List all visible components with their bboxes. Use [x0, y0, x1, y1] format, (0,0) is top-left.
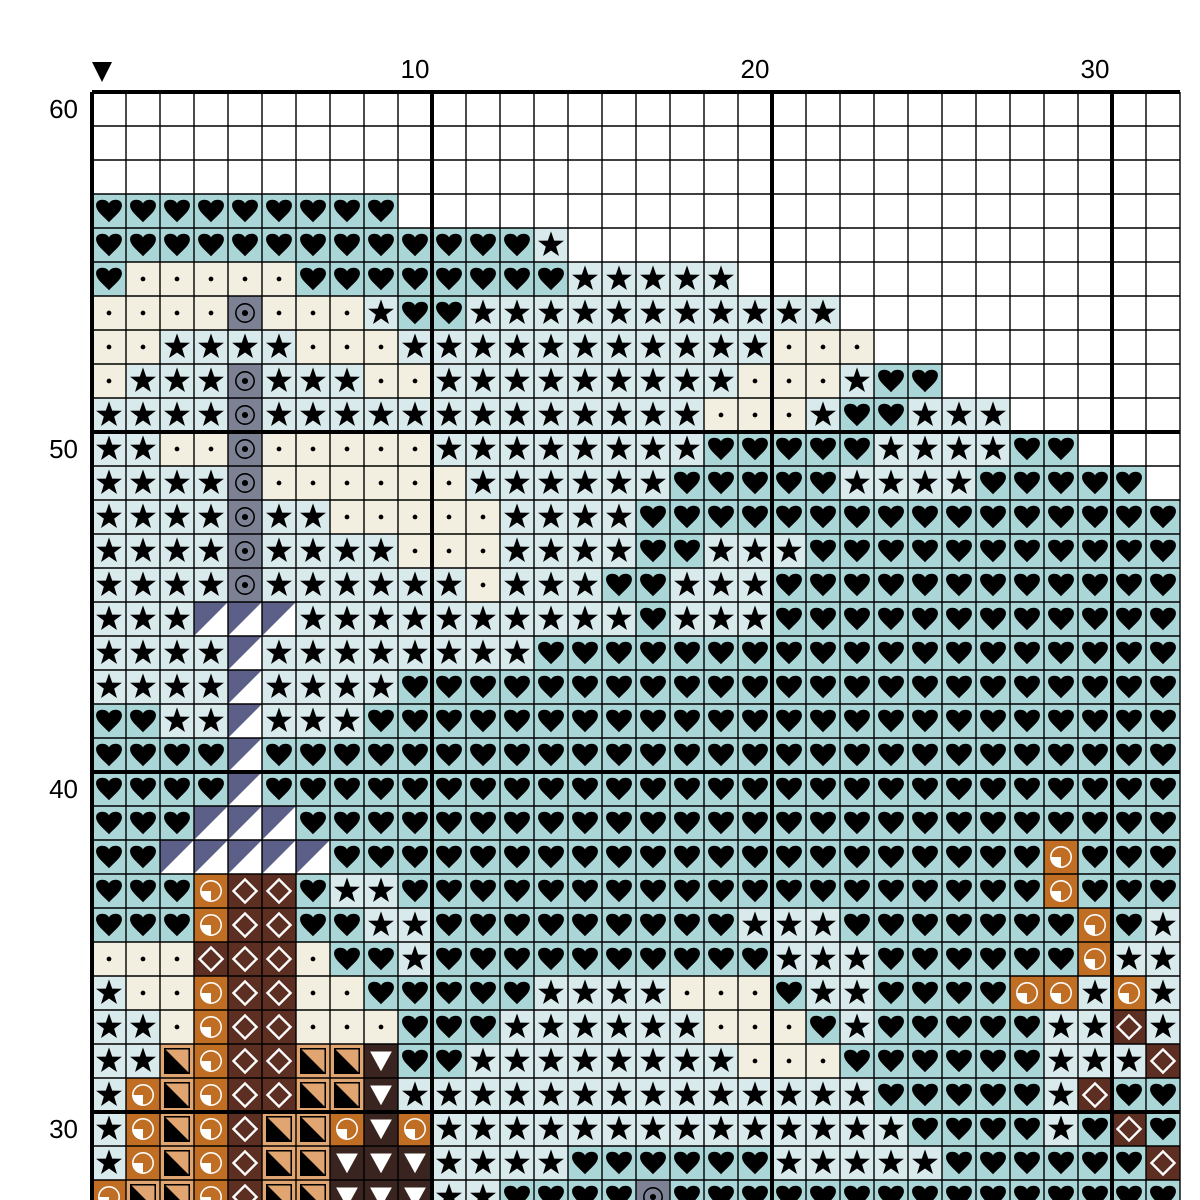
- svg-text:60: 60: [49, 94, 78, 124]
- svg-text:20: 20: [741, 54, 770, 84]
- svg-text:30: 30: [1081, 54, 1110, 84]
- svg-text:10: 10: [401, 54, 430, 84]
- svg-text:40: 40: [49, 774, 78, 804]
- svg-text:50: 50: [49, 434, 78, 464]
- svg-text:30: 30: [49, 1114, 78, 1144]
